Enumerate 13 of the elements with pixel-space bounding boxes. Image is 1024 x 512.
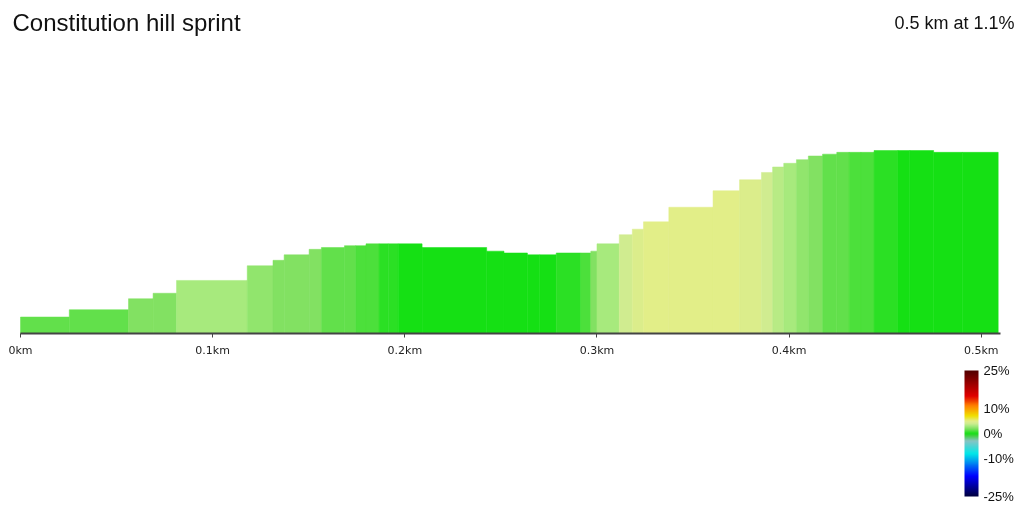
x-tick-label: 0.4km bbox=[771, 343, 807, 357]
x-tick-label: 0.3km bbox=[579, 343, 615, 357]
color-bar-label: 0% bbox=[983, 426, 1003, 441]
x-tick-label: 0.2km bbox=[387, 343, 423, 357]
color-bar-label: 10% bbox=[983, 400, 1010, 416]
color-bar-label: -10% bbox=[983, 451, 1015, 467]
color-bar-label: 25% bbox=[983, 363, 1010, 378]
x-tick-label: 0.5km bbox=[963, 343, 999, 357]
chart-subtitle: 0.5 km at 1.1% bbox=[894, 12, 1015, 33]
color-bar-label: -25% bbox=[983, 489, 1015, 504]
x-tick-label: 0km bbox=[8, 343, 33, 357]
chart-title: Constitution hill sprint bbox=[12, 9, 241, 36]
x-tick-label: 0.1km bbox=[195, 343, 230, 357]
